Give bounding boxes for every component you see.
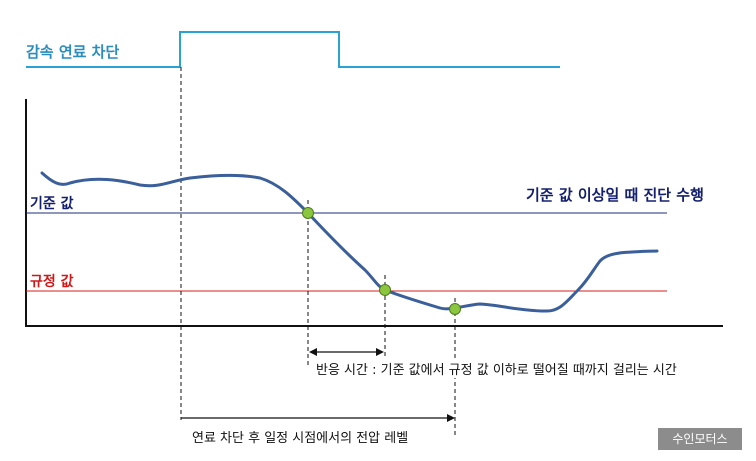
watermark-badge: 수인모터스 [658, 428, 742, 450]
reference-cross-marker [302, 207, 314, 219]
response-time-label: 반응 시간 : 기준 값에서 규정 값 이하로 떨어질 때까지 걸리는 시간 [314, 359, 679, 378]
fixed-time-marker [449, 303, 461, 315]
fixed-time-level-label: 연료 차단 후 일정 시점에서의 전압 레벨 [190, 427, 411, 446]
sensor-voltage-curve [40, 171, 659, 313]
reference-value-label: 기준 값 [30, 196, 74, 212]
spec-value-label: 규정 값 [30, 274, 74, 290]
response-time-arrow [309, 348, 384, 356]
diagnosis-condition-label: 기준 값 이상일 때 진단 수행 [526, 186, 704, 204]
fixed-time-arrow [181, 414, 455, 422]
spec-cross-marker [379, 284, 391, 296]
fuel-cut-signal-line [26, 31, 560, 68]
fuel-cut-label: 감속 연료 차단 [26, 43, 120, 61]
